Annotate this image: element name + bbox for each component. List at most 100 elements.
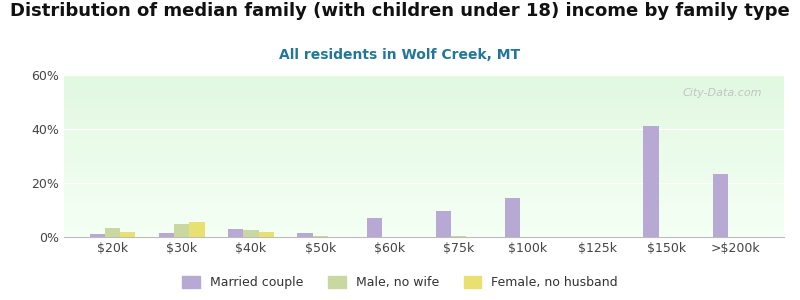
Bar [64, 98, 784, 99]
Bar [505, 198, 520, 237]
Bar [64, 222, 784, 223]
Bar [64, 160, 784, 161]
Bar [64, 228, 784, 229]
Bar [366, 218, 382, 237]
Bar [64, 169, 784, 170]
Bar [64, 115, 784, 116]
Bar [64, 186, 784, 187]
Bar [64, 104, 784, 105]
Bar [64, 96, 784, 97]
Bar [64, 183, 784, 184]
Text: Distribution of median family (with children under 18) income by family type: Distribution of median family (with chil… [10, 2, 790, 20]
Bar [64, 120, 784, 121]
Bar [64, 187, 784, 188]
Bar [64, 129, 784, 130]
Bar [64, 209, 784, 210]
Bar [64, 179, 784, 180]
Bar [64, 180, 784, 181]
Bar [64, 216, 784, 217]
Bar [64, 203, 784, 204]
Bar [64, 157, 784, 158]
Bar [64, 109, 784, 110]
Bar [64, 110, 784, 111]
Bar [64, 136, 784, 137]
Bar [64, 114, 784, 115]
Bar [64, 122, 784, 123]
Bar [64, 202, 784, 203]
Bar [64, 190, 784, 191]
Bar [64, 89, 784, 90]
Bar [64, 223, 784, 224]
Bar [64, 116, 784, 117]
Bar [64, 138, 784, 139]
Bar [64, 90, 784, 91]
Bar [228, 229, 243, 237]
Bar [64, 166, 784, 167]
Bar [64, 77, 784, 78]
Bar [64, 171, 784, 172]
Bar [64, 156, 784, 157]
Bar [64, 155, 784, 156]
Bar [64, 119, 784, 120]
Bar [64, 95, 784, 96]
Bar [64, 212, 784, 213]
Bar [713, 173, 728, 237]
Bar [64, 117, 784, 118]
Bar [64, 235, 784, 236]
Bar [64, 167, 784, 168]
Bar [298, 233, 313, 237]
Bar [64, 162, 784, 163]
Bar [64, 227, 784, 228]
Bar [64, 204, 784, 205]
Bar [64, 99, 784, 100]
Bar [64, 152, 784, 153]
Bar [436, 211, 451, 237]
Bar [64, 206, 784, 207]
Bar [64, 108, 784, 109]
Bar [64, 142, 784, 143]
Bar [64, 81, 784, 82]
Bar [64, 168, 784, 169]
Bar [64, 83, 784, 84]
Bar [64, 164, 784, 165]
Bar [64, 85, 784, 86]
Bar [64, 198, 784, 199]
Bar [64, 150, 784, 151]
Bar [64, 192, 784, 193]
Bar [64, 86, 784, 87]
Bar [64, 185, 784, 186]
Bar [64, 118, 784, 119]
Bar [313, 236, 328, 237]
Bar [64, 226, 784, 227]
Bar [64, 93, 784, 94]
Bar [64, 76, 784, 77]
Bar [120, 232, 135, 237]
Bar [64, 137, 784, 138]
Bar [64, 224, 784, 225]
Bar [64, 214, 784, 215]
Bar [64, 181, 784, 182]
Bar [64, 193, 784, 194]
Bar [64, 133, 784, 134]
Bar [64, 176, 784, 177]
Bar [64, 145, 784, 146]
Bar [64, 79, 784, 80]
Bar [90, 234, 105, 237]
Bar [64, 140, 784, 141]
Bar [64, 201, 784, 202]
Bar [64, 94, 784, 95]
Bar [64, 210, 784, 211]
Bar [64, 153, 784, 154]
Bar [64, 105, 784, 106]
Bar [64, 75, 784, 76]
Bar [64, 163, 784, 164]
Bar [64, 194, 784, 195]
Bar [64, 188, 784, 189]
Bar [64, 97, 784, 98]
Legend: Married couple, Male, no wife, Female, no husband: Married couple, Male, no wife, Female, n… [177, 271, 623, 294]
Bar [64, 101, 784, 102]
Bar [64, 205, 784, 206]
Bar [64, 213, 784, 214]
Bar [64, 175, 784, 176]
Bar [64, 126, 784, 127]
